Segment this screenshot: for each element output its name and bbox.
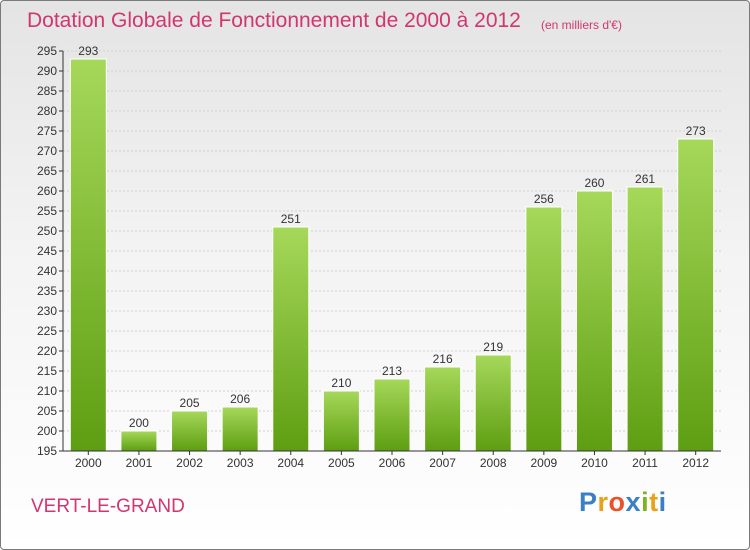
data-label: 205 [180, 396, 200, 410]
logo-letter: o [608, 487, 626, 517]
y-tick-label: 220 [37, 344, 57, 358]
bar [626, 186, 664, 452]
y-tick-label: 265 [37, 164, 57, 178]
bar [424, 366, 462, 452]
logo-letter: x [625, 487, 642, 517]
y-tick-label: 210 [37, 384, 57, 398]
bar [171, 410, 209, 452]
x-tick-label: 2004 [277, 456, 304, 470]
x-axis: 2000 2001 2002 2003 2004 2005 2006 2007 2008 2009… [63, 450, 721, 470]
y-tick-label: 255 [37, 204, 57, 218]
bar [575, 190, 613, 452]
y-tick-label: 225 [37, 324, 57, 338]
x-tick-label: 2011 [632, 456, 658, 470]
y-tick-label: 235 [37, 284, 57, 298]
x-tick-label: 2000 [75, 456, 102, 470]
y-tick-label: 285 [37, 84, 57, 98]
y-tick-label: 215 [37, 364, 57, 378]
bar [69, 58, 107, 452]
logo-letter: r [597, 487, 609, 517]
x-tick-label: 2002 [176, 456, 203, 470]
x-tick-label: 2009 [530, 456, 557, 470]
logo-letter: P [579, 487, 598, 517]
y-tick-label: 295 [37, 44, 57, 58]
bar [322, 390, 360, 452]
data-label: 256 [534, 192, 554, 206]
bar [677, 138, 715, 452]
data-label: 213 [382, 364, 402, 378]
y-tick-label: 260 [37, 184, 57, 198]
y-tick-label: 280 [37, 104, 57, 118]
bars: 293 200 205 206 251 210 213 216 219 256 260 261 273 [69, 44, 715, 452]
x-tick-label: 2001 [126, 456, 153, 470]
proxiti-logo: Proxiti [579, 487, 667, 518]
logo-letter: i [641, 487, 650, 517]
data-label: 210 [331, 376, 351, 390]
bar [373, 378, 411, 452]
y-tick-label: 200 [37, 424, 57, 438]
y-tick-label: 230 [37, 304, 57, 318]
y-tick-label: 275 [37, 124, 57, 138]
data-label: 293 [78, 44, 98, 58]
bar [272, 226, 310, 452]
x-tick-label: 2010 [581, 456, 608, 470]
data-label: 219 [483, 340, 503, 354]
chart-title: Dotation Globale de Fonctionnement de 20… [27, 9, 521, 32]
y-axis: 195 200 205 210 215 220 225 230 235 240 245 250 255 2… [37, 44, 64, 458]
commune-name: VERT-LE-GRAND [31, 496, 185, 517]
x-tick-label: 2008 [480, 456, 507, 470]
data-label: 206 [230, 392, 250, 406]
unit-note: (en milliers d'€) [541, 18, 622, 32]
data-label: 273 [686, 124, 706, 138]
logo-letter: i [658, 487, 667, 517]
bar [120, 430, 158, 452]
data-label: 261 [635, 172, 655, 186]
data-label: 260 [584, 176, 604, 190]
x-tick-label: 2007 [429, 456, 456, 470]
y-tick-label: 195 [37, 444, 57, 458]
y-tick-label: 250 [37, 224, 57, 238]
bar [525, 206, 563, 452]
y-tick-label: 290 [37, 64, 57, 78]
x-tick-label: 2012 [682, 456, 709, 470]
y-tick-label: 240 [37, 264, 57, 278]
bar [221, 406, 259, 452]
bar [474, 354, 512, 452]
data-label: 216 [433, 352, 453, 366]
x-tick-label: 2003 [227, 456, 254, 470]
x-tick-label: 2005 [328, 456, 355, 470]
x-tick-label: 2006 [379, 456, 406, 470]
y-tick-label: 245 [37, 244, 57, 258]
data-label: 251 [281, 212, 301, 226]
y-tick-label: 270 [37, 144, 57, 158]
data-label: 200 [129, 416, 149, 430]
logo-letter: t [649, 487, 659, 517]
y-tick-label: 205 [37, 404, 57, 418]
